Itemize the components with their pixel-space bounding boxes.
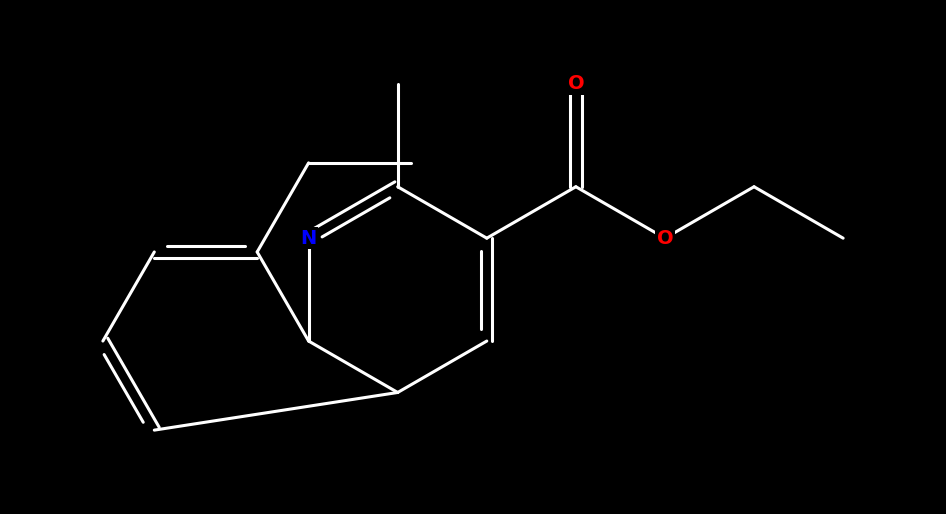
Text: N: N [301, 229, 317, 248]
Text: O: O [657, 229, 674, 248]
Text: O: O [568, 75, 585, 94]
